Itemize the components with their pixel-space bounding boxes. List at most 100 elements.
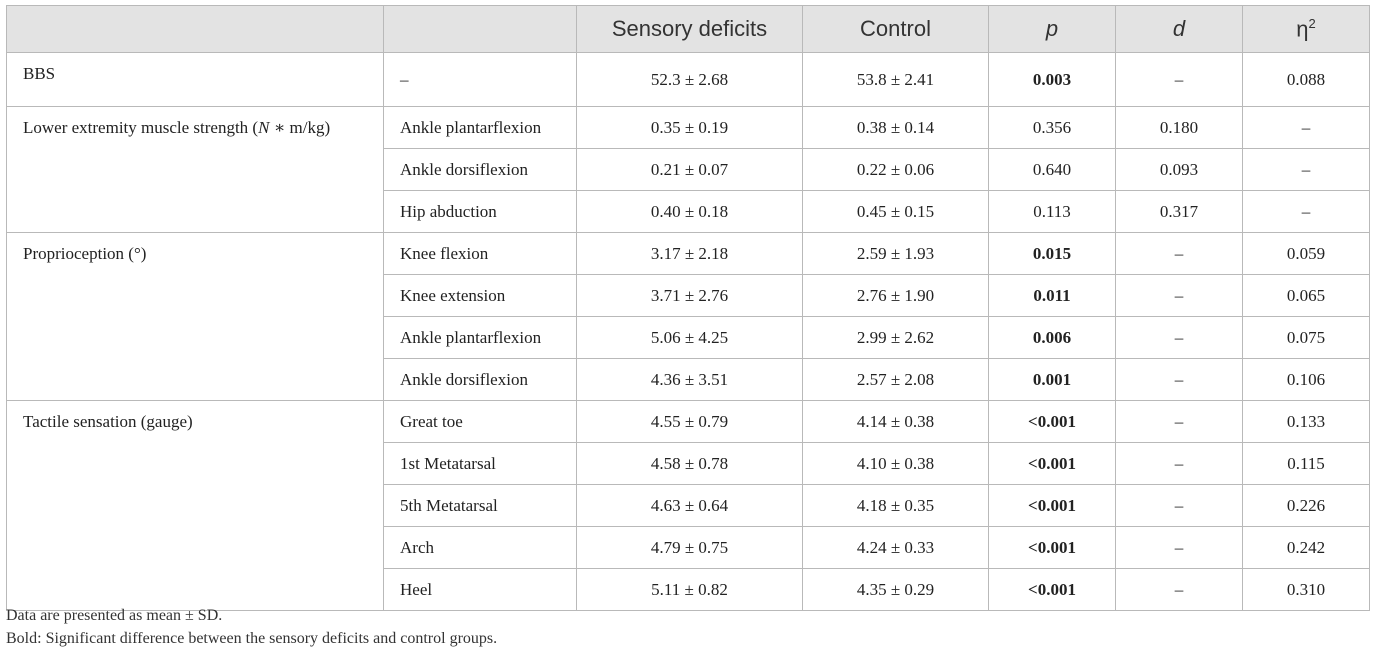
sensory-value: 4.79 ± 0.75 xyxy=(576,526,803,569)
results-table: Sensory deficits Control p d η2 BBS – 52… xyxy=(6,5,1370,611)
p-value: 0.356 xyxy=(988,106,1116,149)
footnote-bold-meaning: Bold: Significant difference between the… xyxy=(6,630,498,647)
eta-value: 0.088 xyxy=(1242,52,1370,107)
sensory-value: 4.55 ± 0.79 xyxy=(576,400,803,443)
p-value: <0.001 xyxy=(988,484,1116,527)
table-row: Ankle plantarflexion 5.06 ± 4.25 2.99 ± … xyxy=(7,316,1370,359)
control-value: 2.99 ± 2.62 xyxy=(802,316,989,359)
header-row: Sensory deficits Control p d η2 xyxy=(6,5,1370,53)
sensory-value: 0.21 ± 0.07 xyxy=(576,148,803,191)
table-row: Heel 5.11 ± 0.82 4.35 ± 0.29 <0.001 – 0.… xyxy=(7,568,1370,611)
sensory-value: 4.58 ± 0.78 xyxy=(576,442,803,485)
sensory-value: 0.35 ± 0.19 xyxy=(576,106,803,149)
table-row: Proprioception (°) Knee flexion 3.17 ± 2… xyxy=(6,232,1370,401)
d-value: – xyxy=(1115,274,1243,317)
d-value: – xyxy=(1115,442,1243,485)
eta-value: 0.133 xyxy=(1242,400,1370,443)
results-table-container: Sensory deficits Control p d η2 BBS – 52… xyxy=(6,5,1370,611)
control-value: 0.38 ± 0.14 xyxy=(802,106,989,149)
control-value: 4.18 ± 0.35 xyxy=(802,484,989,527)
eta-value: 0.226 xyxy=(1242,484,1370,527)
d-value: – xyxy=(1115,52,1243,107)
eta-value: 0.106 xyxy=(1242,358,1370,401)
sensory-value: 4.36 ± 3.51 xyxy=(576,358,803,401)
p-value: <0.001 xyxy=(988,526,1116,569)
header-eta-squared: η2 xyxy=(1242,5,1370,53)
eta-value: 0.059 xyxy=(1242,232,1370,275)
header-control: Control xyxy=(802,5,989,53)
eta-value: 0.115 xyxy=(1242,442,1370,485)
eta-value: 0.310 xyxy=(1242,568,1370,611)
eta-value: – xyxy=(1242,106,1370,149)
control-value: 0.45 ± 0.15 xyxy=(802,190,989,233)
d-value: 0.317 xyxy=(1115,190,1243,233)
sub-label: Ankle dorsiflexion xyxy=(383,358,577,401)
p-value: <0.001 xyxy=(988,568,1116,611)
d-value: – xyxy=(1115,400,1243,443)
d-value: 0.093 xyxy=(1115,148,1243,191)
eta-superscript: 2 xyxy=(1308,15,1316,31)
sub-label: Ankle dorsiflexion xyxy=(383,148,577,191)
eta-value: 0.075 xyxy=(1242,316,1370,359)
p-value: <0.001 xyxy=(988,400,1116,443)
sensory-value: 3.17 ± 2.18 xyxy=(576,232,803,275)
sensory-value: 5.11 ± 0.82 xyxy=(576,568,803,611)
table-footnotes: Data are presented as mean ± SD. Bold: S… xyxy=(6,604,497,650)
sensory-value: 0.40 ± 0.18 xyxy=(576,190,803,233)
control-value: 4.24 ± 0.33 xyxy=(802,526,989,569)
p-value: 0.640 xyxy=(988,148,1116,191)
table-row: Hip abduction 0.40 ± 0.18 0.45 ± 0.15 0.… xyxy=(7,190,1370,233)
table-row: Ankle dorsiflexion 0.21 ± 0.07 0.22 ± 0.… xyxy=(7,148,1370,191)
control-value: 0.22 ± 0.06 xyxy=(802,148,989,191)
sub-label: Hip abduction xyxy=(383,190,577,233)
header-measure xyxy=(6,5,384,53)
table-row: Lower extremity muscle strength (N ∗ m/k… xyxy=(6,106,1370,233)
d-value: 0.180 xyxy=(1115,106,1243,149)
p-value: 0.006 xyxy=(988,316,1116,359)
group-tactile-sensation: Tactile sensation (gauge) xyxy=(6,400,384,611)
p-value: 0.015 xyxy=(988,232,1116,275)
table-row: Tactile sensation (gauge) Great toe 4.55… xyxy=(6,400,1370,611)
sensory-value: 5.06 ± 4.25 xyxy=(576,316,803,359)
sub-label: Arch xyxy=(383,526,577,569)
table-row: 1st Metatarsal 4.58 ± 0.78 4.10 ± 0.38 <… xyxy=(7,442,1370,485)
d-value: – xyxy=(1115,484,1243,527)
p-value: 0.003 xyxy=(988,52,1116,107)
p-value: 0.001 xyxy=(988,358,1116,401)
table-row: Arch 4.79 ± 0.75 4.24 ± 0.33 <0.001 – 0.… xyxy=(7,526,1370,569)
header-d: d xyxy=(1115,5,1243,53)
table-row: Ankle dorsiflexion 4.36 ± 3.51 2.57 ± 2.… xyxy=(7,358,1370,401)
control-value: 4.14 ± 0.38 xyxy=(802,400,989,443)
eta-value: 0.065 xyxy=(1242,274,1370,317)
footnote-data-format: Data are presented as mean ± SD. xyxy=(6,607,223,624)
sub-label: Ankle plantarflexion xyxy=(383,316,577,359)
sensory-value: 4.63 ± 0.64 xyxy=(576,484,803,527)
control-value: 53.8 ± 2.41 xyxy=(802,52,989,107)
sub-label: Great toe xyxy=(383,400,577,443)
sub-label: Knee flexion xyxy=(383,232,577,275)
sensory-value: 52.3 ± 2.68 xyxy=(576,52,803,107)
group-muscle-strength: Lower extremity muscle strength (N ∗ m/k… xyxy=(6,106,384,233)
p-value: <0.001 xyxy=(988,442,1116,485)
group-muscle-n: N xyxy=(258,118,270,137)
d-value: – xyxy=(1115,526,1243,569)
header-p: p xyxy=(988,5,1116,53)
sensory-value: 3.71 ± 2.76 xyxy=(576,274,803,317)
eta-value: – xyxy=(1242,190,1370,233)
control-value: 4.10 ± 0.38 xyxy=(802,442,989,485)
header-sensory-deficits: Sensory deficits xyxy=(576,5,803,53)
group-muscle-post: ∗ m/kg) xyxy=(269,118,331,137)
eta-value: 0.242 xyxy=(1242,526,1370,569)
sub-label: Heel xyxy=(383,568,577,611)
d-value: – xyxy=(1115,316,1243,359)
control-value: 2.59 ± 1.93 xyxy=(802,232,989,275)
sub-label: – xyxy=(383,52,577,107)
sub-label: Knee extension xyxy=(383,274,577,317)
d-value: – xyxy=(1115,568,1243,611)
table-row: BBS – 52.3 ± 2.68 53.8 ± 2.41 0.003 – 0.… xyxy=(6,52,1370,107)
d-value: – xyxy=(1115,232,1243,275)
eta-symbol: η xyxy=(1296,16,1309,42)
sub-label: Ankle plantarflexion xyxy=(383,106,577,149)
p-value: 0.011 xyxy=(988,274,1116,317)
group-bbs: BBS xyxy=(6,52,384,107)
